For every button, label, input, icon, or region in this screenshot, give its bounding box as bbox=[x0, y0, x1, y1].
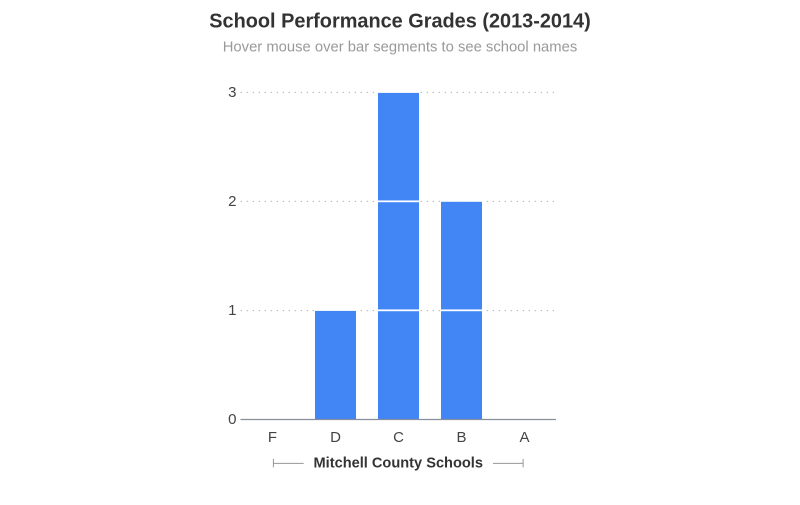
svg-text:D: D bbox=[330, 429, 341, 446]
svg-text:School Performance Grades (201: School Performance Grades (2013-2014) bbox=[209, 11, 590, 33]
svg-text:C: C bbox=[393, 429, 404, 446]
svg-text:0: 0 bbox=[228, 411, 236, 428]
svg-text:2: 2 bbox=[228, 193, 236, 210]
svg-text:Hover mouse over bar segments: Hover mouse over bar segments to see sch… bbox=[223, 39, 577, 55]
svg-text:A: A bbox=[519, 429, 529, 446]
svg-text:Mitchell County Schools: Mitchell County Schools bbox=[314, 456, 483, 472]
svg-text:1: 1 bbox=[228, 302, 236, 319]
svg-text:3: 3 bbox=[228, 84, 236, 101]
svg-text:F: F bbox=[268, 429, 277, 446]
svg-text:B: B bbox=[456, 429, 466, 446]
